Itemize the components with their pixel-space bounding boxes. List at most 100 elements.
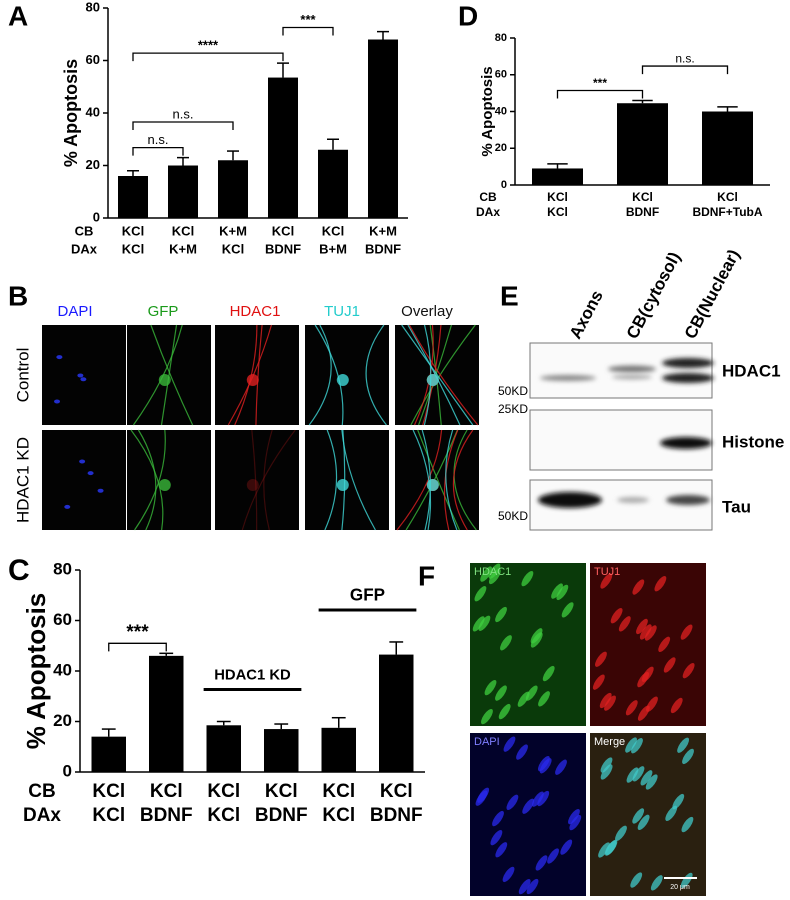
significance-bracket: [556, 89, 644, 99]
neurite: [241, 429, 296, 531]
bar: [168, 165, 198, 218]
x-tick-label: BDNF: [626, 205, 659, 219]
cell: [495, 685, 507, 701]
cell: [630, 872, 643, 888]
x-tick-label: KCl: [92, 805, 125, 826]
neurite: [401, 324, 474, 426]
cell: [680, 872, 693, 888]
cell: [600, 757, 613, 773]
row-label: CB: [75, 223, 94, 238]
cell: [610, 608, 623, 624]
x-tick-label: KCl: [632, 190, 653, 204]
bar: [702, 111, 753, 185]
neurite: [134, 429, 166, 531]
cell: [650, 875, 663, 891]
x-tick-label: BDNF: [365, 241, 401, 256]
bar: [218, 160, 248, 218]
x-tick-label: KCl: [547, 190, 568, 204]
y-tick-label: 80: [86, 0, 100, 14]
soma: [158, 479, 171, 491]
cell: [484, 679, 497, 696]
x-tick-label: BDNF: [255, 805, 308, 826]
y-axis-label: % Apoptosis: [61, 59, 81, 167]
soma: [246, 479, 259, 491]
cell: [532, 791, 544, 807]
protein-label: Tau: [722, 497, 751, 516]
significance-label: ***: [126, 622, 149, 643]
quadrant-label: Merge: [594, 736, 625, 748]
tissue-image: [470, 733, 586, 896]
significance-label: ****: [198, 37, 219, 52]
micrograph: [215, 430, 299, 530]
y-tick-label: 20: [495, 142, 507, 154]
cell: [663, 657, 676, 673]
micrograph: [127, 430, 211, 530]
neurite: [453, 429, 477, 531]
cell: [665, 805, 678, 821]
x-tick-label: KCl: [122, 241, 144, 256]
cell: [654, 576, 667, 592]
cell: [542, 665, 555, 682]
cell: [474, 586, 487, 602]
cell: [658, 636, 671, 652]
group-label: HDAC1 KD: [214, 667, 291, 683]
cell: [592, 674, 605, 690]
cell: [495, 606, 507, 623]
y-tick-label: 20: [86, 157, 100, 172]
cell: [639, 624, 652, 640]
cell: [618, 616, 631, 632]
channel-label: DAPI: [57, 303, 92, 320]
nucleus: [56, 355, 63, 360]
cell: [605, 839, 618, 856]
panel-letter: A: [8, 0, 28, 31]
bar: [318, 149, 348, 218]
bar: [617, 103, 668, 185]
nucleus: [97, 488, 104, 493]
bar: [149, 655, 184, 772]
lane-label: CB(Nuclear): [681, 246, 744, 342]
cell: [598, 842, 610, 858]
neurite: [130, 429, 164, 531]
row-label: DAx: [476, 205, 500, 219]
x-tick-label: KCl: [265, 781, 298, 802]
bar: [379, 654, 414, 772]
x-tick-label: KCl: [222, 241, 244, 256]
cell: [604, 695, 616, 711]
channel-label: TUJ1: [324, 303, 360, 320]
protein-label: Histone: [722, 432, 784, 451]
panel-letter: C: [8, 554, 30, 587]
neurite: [255, 324, 263, 426]
band: [662, 358, 714, 368]
channel-label: GFP: [148, 303, 179, 320]
cell: [500, 635, 512, 651]
row-label: HDAC1 KD: [13, 437, 32, 523]
cell: [681, 816, 694, 833]
band: [540, 375, 596, 381]
y-tick-label: 60: [86, 52, 100, 67]
significance-label: n.s.: [675, 52, 694, 66]
neurite: [408, 324, 479, 426]
nucleus: [80, 377, 87, 382]
y-tick-label: 40: [495, 105, 507, 117]
y-axis-label: % Apoptosis: [21, 593, 51, 749]
row-label: CB: [28, 781, 55, 802]
y-tick-label: 60: [495, 69, 507, 81]
x-tick-label: KCl: [322, 223, 344, 238]
cell: [478, 615, 491, 631]
significance-label: ***: [300, 12, 316, 27]
cell: [488, 568, 501, 585]
micrograph: [42, 430, 126, 530]
cell: [495, 842, 508, 858]
band: [660, 437, 712, 449]
bar: [532, 168, 583, 185]
bar: [118, 176, 148, 218]
cell: [600, 764, 613, 780]
lane-label: Axons: [566, 287, 607, 342]
y-tick-label: 40: [53, 660, 72, 679]
x-tick-label: KCl: [207, 805, 240, 826]
x-tick-label: KCl: [272, 223, 294, 238]
cell: [680, 624, 693, 640]
cell: [645, 774, 658, 790]
cell: [490, 830, 503, 846]
cell: [538, 691, 550, 707]
